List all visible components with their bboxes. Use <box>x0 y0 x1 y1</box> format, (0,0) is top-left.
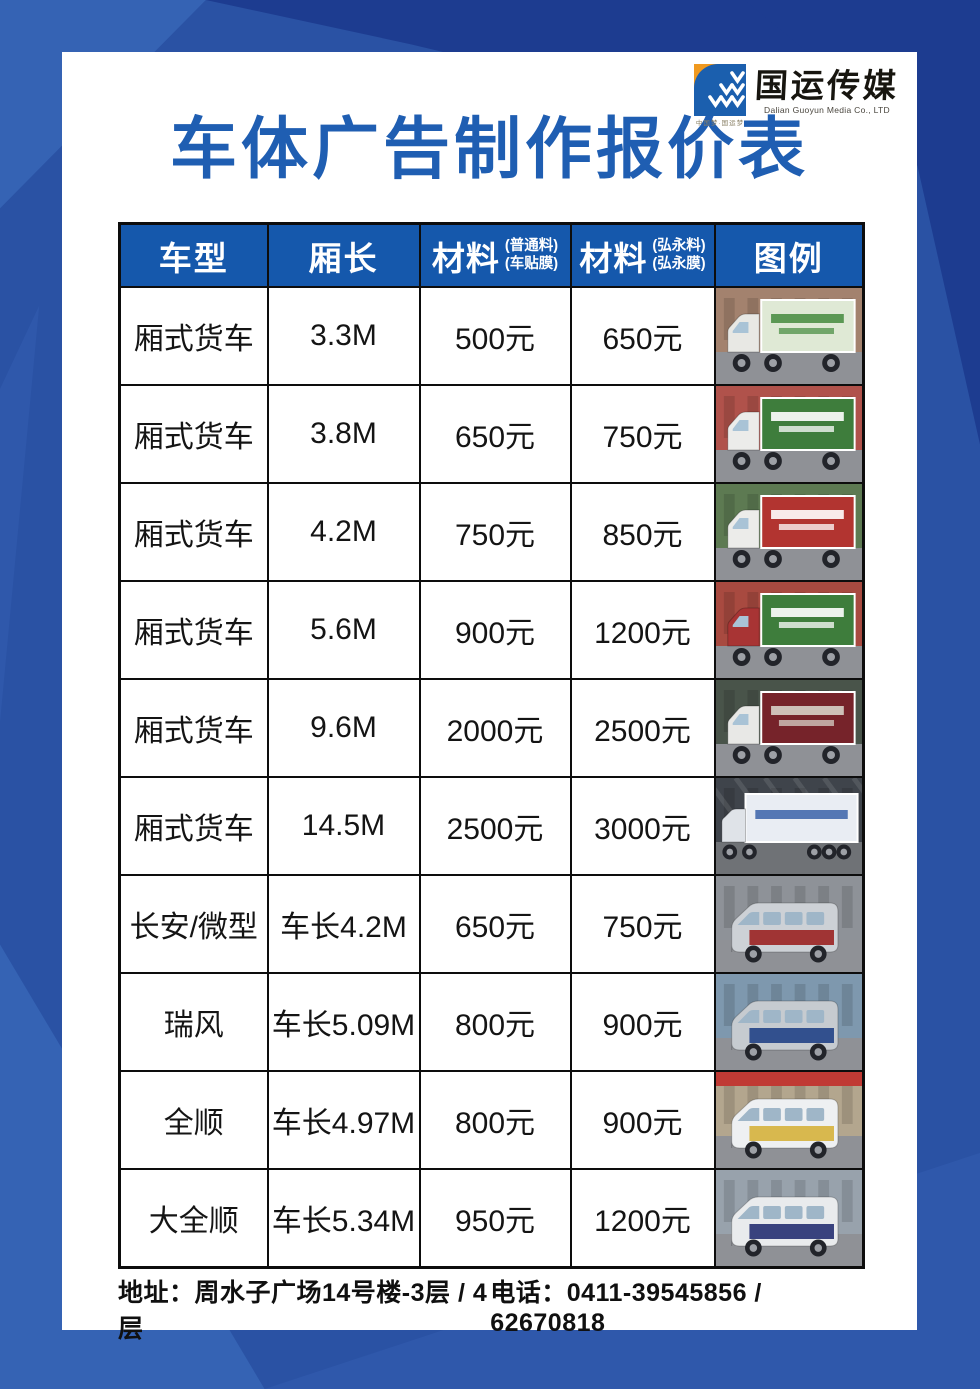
length-cell: 车长5.09M <box>266 972 421 1072</box>
photo-cell <box>713 776 865 876</box>
price-common-cell: 800元 <box>418 972 572 1072</box>
price-common-cell: 650元 <box>418 384 572 484</box>
page-title: 车体广告制作报价表 <box>170 112 809 187</box>
price-common-cell: 900元 <box>418 580 572 680</box>
vehicle-type-cell: 厢式货车 <box>118 678 269 778</box>
price-hongyong-cell: 2500元 <box>569 678 716 778</box>
phone-text: 电话：0411-39545856 / 62670818 <box>490 1279 762 1337</box>
logo-mark-icon: 中国梦·国运梦 <box>694 64 746 127</box>
vehicle-type-cell: 长安/微型 <box>118 874 269 974</box>
price-hongyong-cell: 750元 <box>569 384 716 484</box>
company-name-en: Dalian Guoyun Media Co., LTD <box>764 105 890 116</box>
table-row: 全顺 车长4.97M 800元 900元 <box>118 1070 865 1170</box>
vehicle-photo <box>715 974 862 1070</box>
vehicle-photo <box>715 876 862 972</box>
photo-cell <box>713 1168 865 1269</box>
photo-cell <box>713 972 865 1072</box>
vehicle-photo <box>715 680 862 776</box>
logo-tagline: 中国梦·国运梦 <box>695 120 745 127</box>
price-common-cell: 750元 <box>418 482 572 582</box>
price-hongyong-cell: 1200元 <box>569 1168 716 1269</box>
table-row: 长安/微型 车长4.2M 650元 750元 <box>118 874 865 974</box>
photo-cell <box>713 384 865 484</box>
header-material-hongyong: 材料 (弘永料) (弘永膜) <box>569 222 716 288</box>
vehicle-photo <box>715 484 862 580</box>
vehicle-photo <box>715 1170 862 1266</box>
table-row: 瑞风 车长5.09M 800元 900元 <box>118 972 865 1072</box>
vehicle-type-cell: 大全顺 <box>118 1168 269 1269</box>
table-row: 厢式货车 9.6M 2000元 2500元 <box>118 678 865 778</box>
price-common-cell: 2000元 <box>418 678 572 778</box>
length-cell: 3.3M <box>266 286 421 386</box>
length-cell: 车长4.97M <box>266 1070 421 1170</box>
length-cell: 车长5.34M <box>266 1168 421 1269</box>
photo-cell <box>713 580 865 680</box>
price-hongyong-cell: 750元 <box>569 874 716 974</box>
length-cell: 9.6M <box>266 678 421 778</box>
logo-text: 国运传媒 Dalian Guoyun Media Co., LTD <box>754 66 901 116</box>
table-row: 大全顺 车长5.34M 950元 1200元 <box>118 1168 865 1269</box>
vehicle-type-cell: 厢式货车 <box>118 286 269 386</box>
vehicle-photo <box>715 288 862 384</box>
price-hongyong-cell: 650元 <box>569 286 716 386</box>
table-row: 厢式货车 5.6M 900元 1200元 <box>118 580 865 680</box>
table-row: 厢式货车 4.2M 750元 850元 <box>118 482 865 582</box>
company-logo: 中国梦·国运梦 国运传媒 Dalian Guoyun Media Co., LT… <box>694 64 901 127</box>
price-hongyong-cell: 850元 <box>569 482 716 582</box>
price-hongyong-cell: 3000元 <box>569 776 716 876</box>
table-row: 厢式货车 3.3M 500元 650元 <box>118 286 865 386</box>
vehicle-photo <box>715 1072 862 1168</box>
footer: 地址：周水子广场14号楼-3层 / 4层 电话：0411-39545856 / … <box>118 1273 862 1345</box>
header-material-common: 材料 (普通料) (车贴膜) <box>418 222 572 288</box>
photo-cell <box>713 286 865 386</box>
price-hongyong-cell: 900元 <box>569 972 716 1072</box>
company-name-cn: 国运传媒 <box>754 66 901 105</box>
price-common-cell: 2500元 <box>418 776 572 876</box>
vehicle-type-cell: 厢式货车 <box>118 384 269 484</box>
address-text: 地址：周水子广场14号楼-3层 / 4层 <box>118 1279 488 1343</box>
price-common-cell: 950元 <box>418 1168 572 1269</box>
photo-cell <box>713 482 865 582</box>
vehicle-photo <box>715 778 862 874</box>
photo-cell <box>713 678 865 778</box>
length-cell: 14.5M <box>266 776 421 876</box>
price-common-cell: 800元 <box>418 1070 572 1170</box>
length-cell: 5.6M <box>266 580 421 680</box>
logo-square-icon <box>694 64 746 116</box>
price-common-cell: 500元 <box>418 286 572 386</box>
table-row: 厢式货车 14.5M 2500元 3000元 <box>118 776 865 876</box>
table-body: 厢式货车 3.3M 500元 650元 厢式货车 3.8M 650元 750元 … <box>118 286 865 1269</box>
vehicle-photo <box>715 582 862 678</box>
table-row: 厢式货车 3.8M 650元 750元 <box>118 384 865 484</box>
length-cell: 车长4.2M <box>266 874 421 974</box>
photo-cell <box>713 1070 865 1170</box>
vehicle-type-cell: 厢式货车 <box>118 776 269 876</box>
length-cell: 4.2M <box>266 482 421 582</box>
vehicle-type-cell: 厢式货车 <box>118 580 269 680</box>
vehicle-type-cell: 全顺 <box>118 1070 269 1170</box>
price-hongyong-cell: 1200元 <box>569 580 716 680</box>
price-hongyong-cell: 900元 <box>569 1070 716 1170</box>
vehicle-photo <box>715 386 862 482</box>
header-box-length: 厢长 <box>266 222 421 288</box>
header-example: 图例 <box>713 222 865 288</box>
length-cell: 3.8M <box>266 384 421 484</box>
photo-cell <box>713 874 865 974</box>
poster-page: 中国梦·国运梦 国运传媒 Dalian Guoyun Media Co., LT… <box>62 52 917 1343</box>
price-common-cell: 650元 <box>418 874 572 974</box>
header-vehicle-type: 车型 <box>118 222 269 288</box>
pricing-table: 车型 厢长 材料 (普通料) (车贴膜) 材料 (弘永 <box>118 222 865 1269</box>
table-header-row: 车型 厢长 材料 (普通料) (车贴膜) 材料 (弘永 <box>118 222 865 288</box>
vehicle-type-cell: 瑞风 <box>118 972 269 1072</box>
vehicle-type-cell: 厢式货车 <box>118 482 269 582</box>
